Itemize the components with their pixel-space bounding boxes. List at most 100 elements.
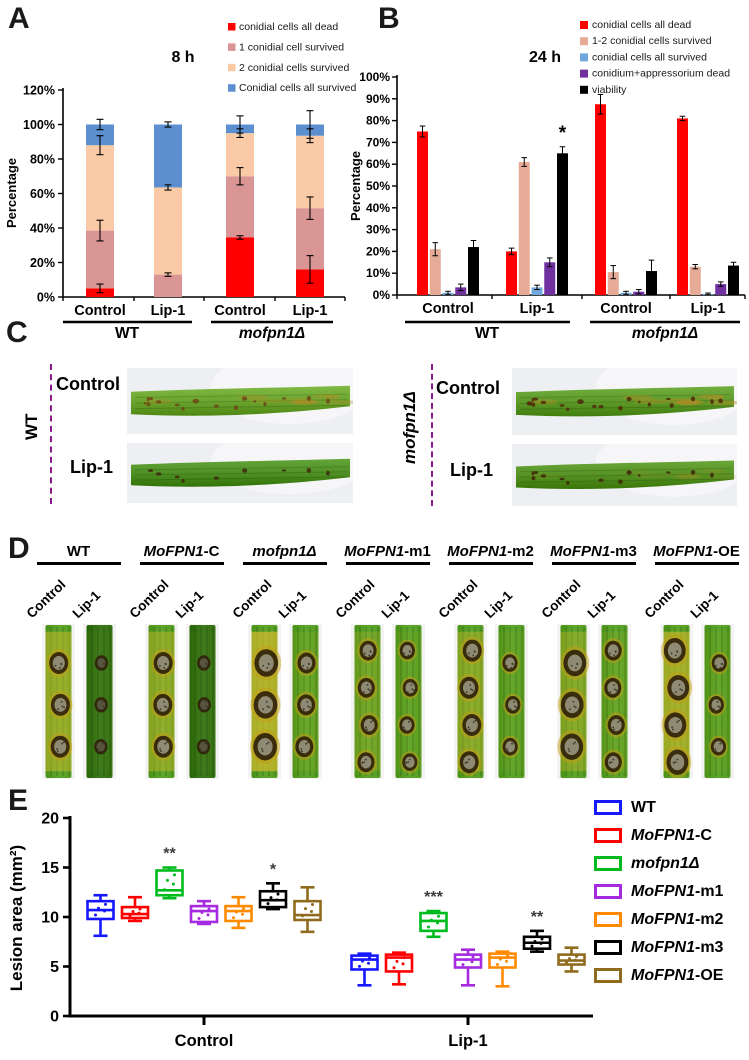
svg-text:10%: 10% <box>366 266 390 280</box>
svg-text:Lip-1: Lip-1 <box>691 301 726 317</box>
legend-swatch <box>594 884 622 899</box>
legend-label: MoFPN1-m1 <box>631 882 724 900</box>
panel-d-letter: D <box>8 532 30 565</box>
panel-a-letter: A <box>8 2 30 35</box>
panel-d-column-labels: Control Lip-1 <box>333 565 436 623</box>
leaf-photo-d-3-control <box>350 624 384 779</box>
legend-item-mofpn1m1: MoFPN1-m1 <box>594 882 724 900</box>
leaf-photo-wt-control <box>127 351 369 434</box>
panel-d-group-underline <box>654 562 739 565</box>
legend-swatch <box>594 856 622 871</box>
panel-d-col-label-lip-1: Lip-1 <box>275 587 310 621</box>
panel-d-column-labels: Control Lip-1 <box>642 565 745 623</box>
legend-item-wt: WT <box>594 799 723 816</box>
legend-swatch <box>594 800 622 815</box>
panel-d-column-labels: Control Lip-1 <box>436 565 539 623</box>
legend-swatch <box>594 968 622 983</box>
svg-text:conidial cells all dead: conidial cells all dead <box>592 19 691 31</box>
panel-d-group-title: MoFPN1-OE <box>653 543 740 560</box>
legend-item-mofpn1c: MoFPN1-C <box>594 826 723 844</box>
panel-d-leaf-pair <box>453 624 528 779</box>
panel-d-group-mofpn1c: MoFPN1-C Control Lip-1 <box>127 543 230 779</box>
chart-a-legend: conidial cells all dead 1 conidial cell s… <box>228 21 356 94</box>
svg-text:100%: 100% <box>23 118 55 132</box>
svg-text:Lesion area (mm²): Lesion area (mm²) <box>7 845 26 991</box>
leaf-photo-d-4-lip1 <box>494 624 528 779</box>
panel-d-group-title: MoFPN1-m3 <box>550 543 637 560</box>
svg-text:conidial cells all dead: conidial cells all dead <box>239 21 338 33</box>
svg-text:1 conidial cell survived: 1 conidial cell survived <box>239 41 344 53</box>
svg-text:50%: 50% <box>366 179 390 193</box>
panel-d-col-label-control: Control <box>229 576 275 621</box>
svg-text:Control: Control <box>175 1032 234 1050</box>
svg-text:0%: 0% <box>373 288 391 302</box>
panel-d-group-underline <box>139 562 224 565</box>
panel-d-group-title: WT <box>66 543 91 560</box>
legend-swatch <box>594 828 622 843</box>
panel-d-leaf-pair <box>41 624 116 779</box>
panel-d-col-label-lip-1: Lip-1 <box>172 587 207 621</box>
panel-c-divider-line <box>431 364 433 506</box>
legend-swatch <box>594 912 622 927</box>
svg-text:mofpn1Δ: mofpn1Δ <box>632 325 698 342</box>
svg-text:viability: viability <box>592 84 627 96</box>
svg-text:80%: 80% <box>30 153 55 167</box>
svg-text:0: 0 <box>50 1009 59 1026</box>
panel-c-row-label-control: Control <box>436 378 500 398</box>
legend-item-mofpn1oe: MoFPN1-OE <box>594 967 723 984</box>
svg-text:Lip-1: Lip-1 <box>293 303 328 319</box>
svg-text:*: * <box>559 123 567 144</box>
leaf-photo-wt-lip1 <box>127 428 369 503</box>
svg-text:Percentage: Percentage <box>348 151 363 221</box>
svg-text:24 h: 24 h <box>529 49 561 66</box>
leaf-photo-frame <box>512 428 749 511</box>
leaf-photo-d-2-lip1 <box>288 624 322 779</box>
panel-d-group-mofpn1m3: MoFPN1-m3 Control Lip-1 <box>539 543 642 779</box>
svg-text:90%: 90% <box>366 92 390 106</box>
leaf-photo-frame <box>127 351 369 439</box>
leaf-photo-frame <box>127 428 369 508</box>
panel-d-group-underline <box>345 562 430 565</box>
svg-text:**: ** <box>531 909 544 926</box>
legend-label: mofpn1Δ <box>631 854 700 872</box>
svg-text:conidial cells all survived: conidial cells all survived <box>592 51 707 63</box>
svg-text:40%: 40% <box>366 201 390 215</box>
panel-c-divider-line <box>50 364 52 504</box>
panel-d-col-label-control: Control <box>538 576 584 621</box>
panel-d-group-title: mofpn1Δ <box>252 543 317 560</box>
svg-text:100%: 100% <box>359 70 390 84</box>
panel-d-group-mofpn1oe: MoFPN1-OE Control Lip-1 <box>642 543 745 779</box>
panel-d-leaf-pair <box>556 624 631 779</box>
panel-c-row-label-lip-1: Lip-1 <box>70 457 113 477</box>
panel-d-group-underline <box>551 562 636 565</box>
panel-d-group-underline <box>448 562 533 565</box>
panel-d-group-mofpn1m2: MoFPN1-m2 Control Lip-1 <box>436 543 539 779</box>
legend-item-mofpn1m2: MoFPN1-m2 <box>594 911 723 928</box>
svg-text:**: ** <box>163 846 176 863</box>
leaf-photo-d-4-control <box>453 624 487 779</box>
leaf-photo-frame <box>512 351 749 440</box>
chart-b-legend: conidial cells all dead 1-2 conidial cell… <box>580 19 730 96</box>
panel-e-letter: E <box>8 784 29 817</box>
panel-d-leaf-pair <box>350 624 425 779</box>
svg-text:20%: 20% <box>366 244 390 258</box>
panel-d-col-label-control: Control <box>23 576 69 621</box>
svg-text:WT: WT <box>475 325 500 342</box>
chart-panel-a-stacked-bars: 0% 20% 40% 60% 80% 100% 120% Percentage 8 h Contr… <box>4 21 356 342</box>
panel-c-group-label: WT <box>22 413 41 441</box>
svg-text:***: *** <box>424 889 443 906</box>
svg-text:60%: 60% <box>366 157 390 171</box>
panel-d-column-labels: Control Lip-1 <box>230 565 333 623</box>
panel-d-col-label-lip-1: Lip-1 <box>687 587 722 621</box>
svg-text:120%: 120% <box>23 84 55 98</box>
leaf-photo-mut-lip1 <box>512 428 749 506</box>
panel-d-leaf-pair <box>247 624 322 779</box>
panel-d-group-underline <box>242 562 327 565</box>
legend-label: MoFPN1-C <box>631 826 712 844</box>
svg-text:mofpn1Δ: mofpn1Δ <box>239 325 305 342</box>
leaf-photo-d-0-control <box>41 624 75 779</box>
chart-panel-b-grouped-bars: 0% 10% 20% 30% 40% 50% 60% 70% 80% 90% 100% Percent… <box>348 19 746 342</box>
leaf-photo-d-6-lip1 <box>700 624 734 779</box>
